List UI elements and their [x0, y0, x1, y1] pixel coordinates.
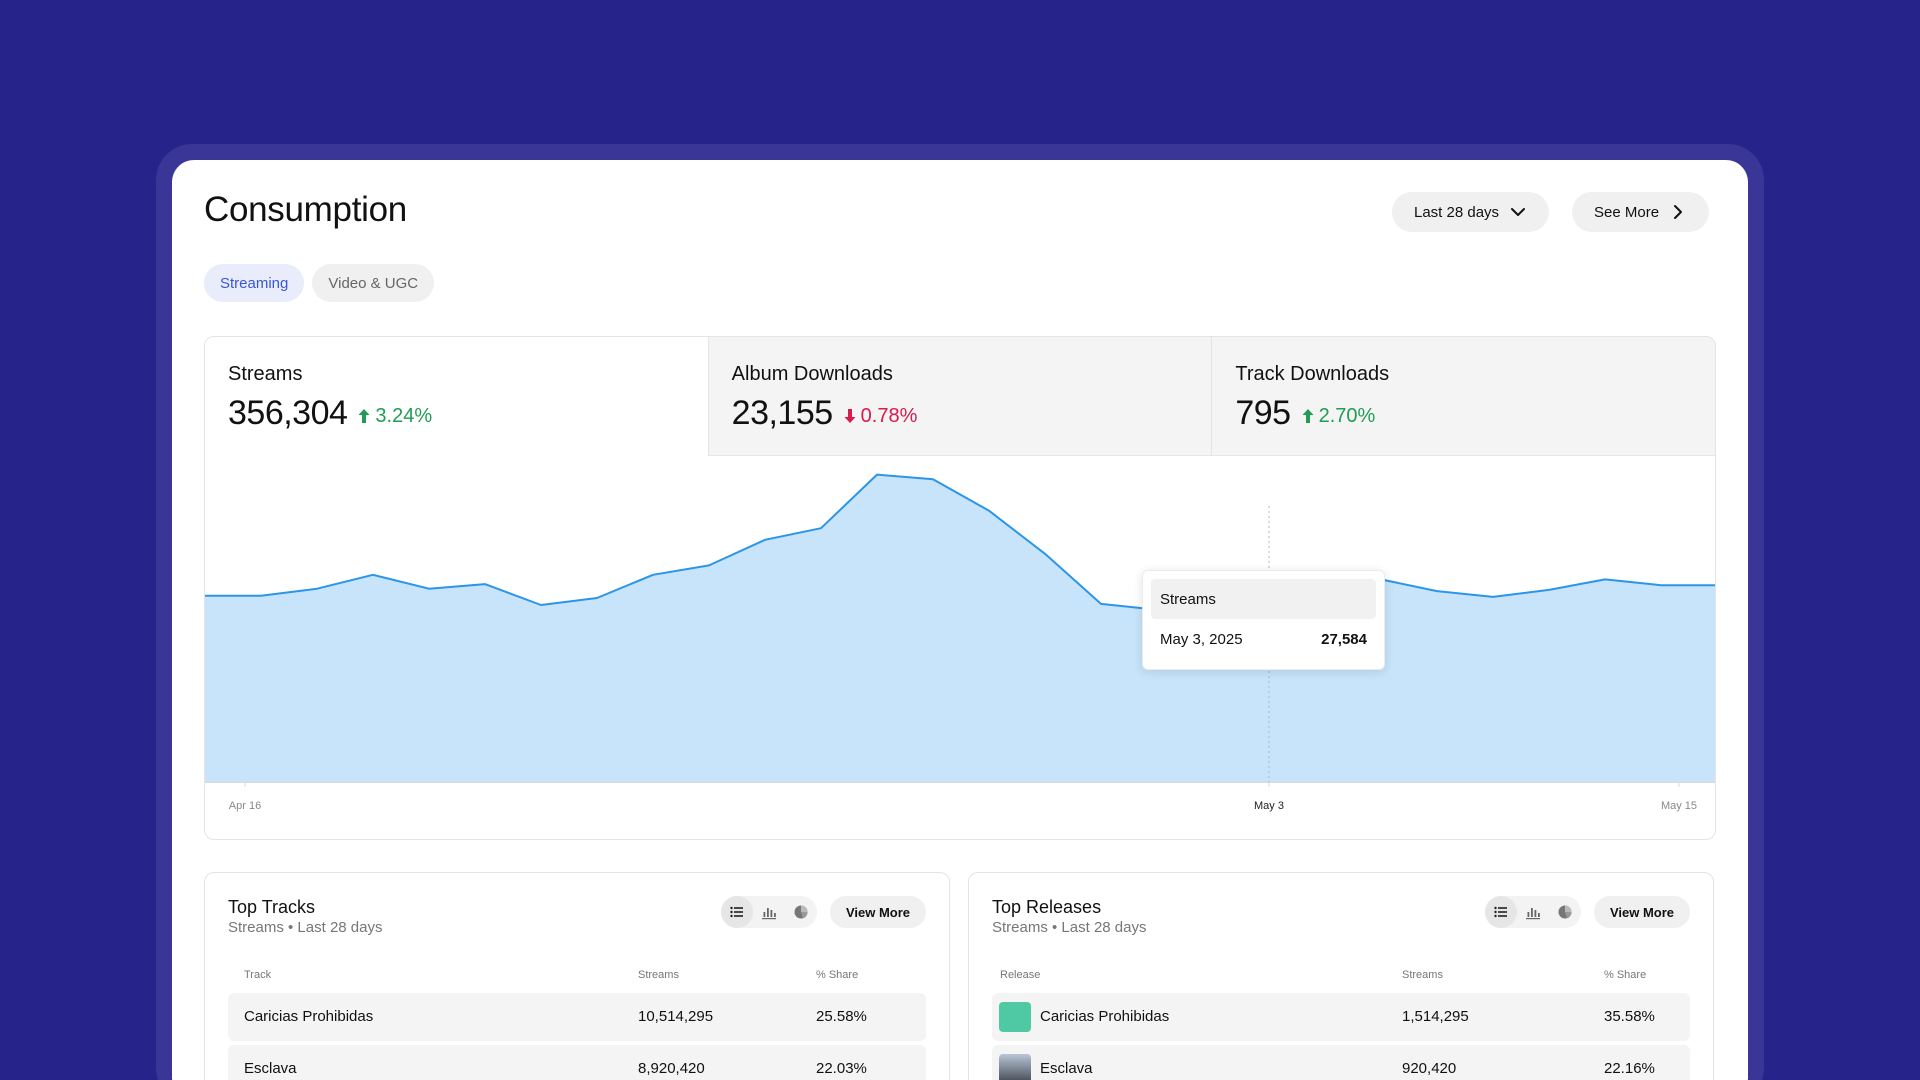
bar-chart-icon [762, 908, 776, 920]
table-row[interactable]: Caricias Prohibidas 10,514,295 25.58% [228, 993, 926, 1041]
release-share: 22.16% [1604, 1060, 1655, 1077]
release-share: 35.58% [1604, 1008, 1655, 1025]
kpi-delta-value: 2.70% [1318, 404, 1376, 427]
kpi-delta-value: 3.24% [375, 404, 433, 427]
chevron-right-icon [1674, 205, 1683, 219]
column-header: % Share [816, 969, 859, 981]
series-line [205, 473, 1715, 611]
table-row[interactable]: Esclava 920,420 22.16% [992, 1045, 1690, 1080]
see-more-button[interactable]: See More [1572, 192, 1710, 232]
list-view-button[interactable] [1485, 896, 1517, 928]
kpi-delta: 3.24% [357, 405, 432, 428]
kpi-album-downloads[interactable]: Album Downloads 23,155 0.78% [707, 337, 1212, 456]
bar-chart-icon [1526, 908, 1540, 920]
release-artwork [999, 1054, 1031, 1080]
date-range-dropdown[interactable]: Last 28 days [1392, 192, 1550, 232]
track-share: 25.58% [816, 1008, 867, 1025]
column-header: % Share [1604, 969, 1647, 981]
card-subtitle: Streams • Last 28 days [228, 919, 383, 936]
column-header: Streams [1402, 969, 1443, 981]
table-header: Track Streams % Share [228, 969, 926, 985]
streams-area-chart[interactable]: Apr 16 May 3 May 15 [205, 456, 1716, 840]
column-header: Streams [638, 969, 679, 981]
chart-panel: Streams 356,304 3.24% Album Downloads 23… [204, 336, 1716, 840]
table-header: Release Streams % Share [992, 969, 1690, 985]
card-subtitle: Streams • Last 28 days [992, 919, 1147, 936]
kpi-delta: 0.78% [843, 404, 918, 428]
chart-tooltip: Streams May 3, 2025 27,584 [1142, 570, 1385, 670]
tab-video-ugc[interactable]: Video & UGC [312, 264, 435, 302]
kpi-value: 23,155 [731, 394, 834, 432]
kpi-streams[interactable]: Streams 356,304 3.24% [205, 337, 708, 456]
tab-bar: Streaming Video & UGC [204, 264, 435, 302]
pie-view-button[interactable] [785, 896, 817, 928]
tooltip-title: Streams [1151, 579, 1376, 619]
table-row[interactable]: Esclava 8,920,420 22.03% [228, 1045, 926, 1080]
tooltip-date: May 3, 2025 [1160, 631, 1243, 648]
kpi-row: Streams 356,304 3.24% Album Downloads 23… [205, 337, 1715, 456]
pie-chart-icon [1558, 905, 1572, 919]
x-tick-label: May 15 [1661, 800, 1697, 812]
kpi-delta: 2.70% [1301, 404, 1376, 428]
bar-view-button[interactable] [753, 896, 785, 928]
view-toggle [1485, 896, 1581, 928]
pie-view-button[interactable] [1549, 896, 1581, 928]
release-artwork [999, 1002, 1031, 1032]
list-icon [1494, 906, 1507, 918]
area-fill [205, 474, 1715, 782]
release-name: Caricias Prohibidas [1040, 1008, 1170, 1025]
arrow-up-icon [1302, 409, 1314, 423]
top-tracks-card: Top Tracks Streams • Last 28 days View M… [204, 872, 950, 1080]
release-name: Esclava [1040, 1060, 1093, 1077]
tab-streaming[interactable]: Streaming [204, 264, 305, 302]
tooltip-value: 27,584 [1321, 631, 1367, 648]
list-view-button[interactable] [721, 896, 753, 928]
track-name: Caricias Prohibidas [244, 1008, 374, 1025]
column-header: Release [1000, 969, 1041, 981]
view-toggle [721, 896, 817, 928]
card-title: Top Releases [992, 897, 1102, 917]
see-more-label: See More [1594, 203, 1660, 221]
kpi-value: 795 [1235, 394, 1291, 432]
x-tick-label: May 3 [1254, 800, 1284, 812]
list-icon [730, 906, 743, 918]
pie-chart-icon [794, 905, 808, 919]
table-row[interactable]: Caricias Prohibidas 1,514,295 35.58% [992, 993, 1690, 1041]
track-name: Esclava [244, 1060, 297, 1077]
kpi-label: Streams [228, 363, 303, 385]
track-streams: 8,920,420 [638, 1060, 705, 1077]
chevron-down-icon [1511, 208, 1526, 216]
bar-view-button[interactable] [1517, 896, 1549, 928]
consumption-card: Consumption Last 28 days See More Stream… [172, 160, 1748, 1080]
view-more-button[interactable]: View More [829, 896, 926, 928]
kpi-value: 356,304 [228, 394, 348, 432]
release-streams: 1,514,295 [1402, 1008, 1469, 1025]
kpi-track-downloads[interactable]: Track Downloads 795 2.70% [1211, 337, 1715, 456]
release-streams: 920,420 [1402, 1060, 1457, 1077]
x-tick-label: Apr 16 [229, 800, 261, 812]
card-title: Top Tracks [228, 897, 316, 917]
arrow-down-icon [844, 409, 856, 423]
date-range-label: Last 28 days [1414, 203, 1500, 221]
arrow-up-icon [358, 409, 370, 423]
page-title: Consumption [204, 190, 407, 229]
kpi-label: Track Downloads [1235, 363, 1390, 385]
track-share: 22.03% [816, 1060, 867, 1077]
column-header: Track [244, 969, 272, 981]
track-streams: 10,514,295 [638, 1008, 714, 1025]
view-more-button[interactable]: View More [1593, 896, 1690, 928]
kpi-delta-value: 0.78% [860, 404, 918, 427]
kpi-label: Album Downloads [731, 363, 893, 385]
top-releases-card: Top Releases Streams • Last 28 days View… [968, 872, 1714, 1080]
